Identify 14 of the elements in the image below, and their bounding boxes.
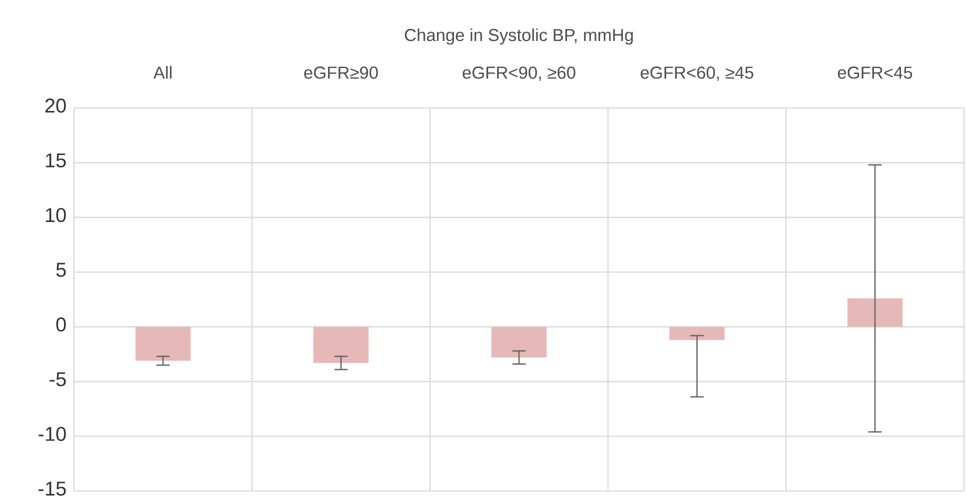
x-tick-label: All: [153, 66, 172, 79]
x-tick-label: eGFR<60, ≥45: [640, 66, 754, 81]
y-tick-label: -10: [38, 426, 66, 441]
y-tick-label: 20: [45, 98, 66, 113]
y-tick-label: 10: [46, 208, 66, 222]
y-tick-label: -5: [50, 372, 66, 386]
chart-title: Change in Systolic BP, mmHg: [404, 28, 633, 45]
x-tick-label: eGFR≥90: [304, 66, 378, 79]
x-tick-label: eGFR<45: [838, 66, 912, 79]
y-tick-label: -15: [38, 482, 66, 496]
y-tick-label: 0: [56, 317, 66, 332]
y-tick-label: 15: [46, 153, 66, 168]
x-tick-label: eGFR<90, ≥60: [462, 66, 576, 81]
y-tick-label: 5: [56, 262, 66, 277]
